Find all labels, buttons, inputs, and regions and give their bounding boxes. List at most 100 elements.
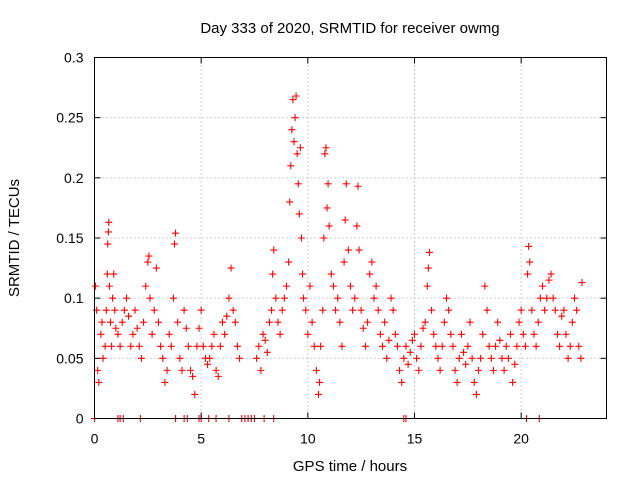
data-point: [118, 318, 126, 326]
data-point: [470, 378, 478, 386]
data-point: [145, 252, 153, 260]
data-point: [411, 330, 418, 338]
data-point: [104, 240, 112, 248]
data-point: [253, 354, 261, 362]
data-point: [268, 306, 276, 314]
data-point: [338, 342, 346, 350]
data-point: [353, 222, 361, 230]
data-point: [423, 282, 431, 290]
data-point: [165, 330, 173, 338]
data-point: [492, 342, 500, 350]
data-point: [355, 246, 363, 254]
data-point: [451, 366, 459, 374]
data-point: [294, 180, 302, 188]
data-point: [174, 318, 182, 326]
data-point: [131, 306, 139, 314]
data-point: [155, 318, 162, 326]
y-tick-label: 0.25: [56, 110, 83, 126]
data-point: [334, 294, 342, 302]
data-point: [127, 342, 135, 350]
data-point: [229, 306, 237, 314]
data-point: [381, 318, 389, 326]
data-point: [206, 354, 214, 362]
data-point: [507, 330, 514, 338]
data-point: [263, 348, 271, 356]
data-point: [344, 246, 352, 254]
data-point: [304, 330, 312, 338]
data-point: [95, 378, 103, 386]
data-point: [453, 378, 461, 386]
data-point: [374, 306, 382, 314]
data-point: [564, 354, 572, 362]
data-point: [361, 342, 369, 350]
data-point: [180, 306, 188, 314]
data-point: [487, 354, 495, 362]
data-point: [172, 229, 180, 237]
data-point: [383, 354, 391, 362]
data-point: [519, 330, 527, 338]
data-point: [144, 258, 152, 266]
data-point: [120, 306, 128, 314]
data-point: [408, 336, 416, 344]
data-point: [322, 144, 330, 152]
data-point: [104, 228, 112, 236]
data-point: [116, 342, 124, 350]
y-axis-title: SRMTID / TECUs: [6, 179, 23, 297]
data-point: [368, 258, 376, 266]
data-point: [327, 270, 335, 278]
data-point: [543, 294, 551, 302]
x-tick-label: 20: [513, 431, 529, 447]
data-point: [167, 342, 175, 350]
data-point: [300, 294, 308, 302]
data-point: [385, 336, 393, 344]
data-point: [341, 216, 349, 224]
data-point: [425, 248, 433, 256]
data-point: [320, 234, 328, 242]
data-point: [212, 366, 220, 374]
data-point: [545, 276, 553, 284]
data-point: [534, 318, 542, 326]
data-point: [440, 318, 448, 326]
data-point: [184, 342, 192, 350]
data-point: [135, 342, 143, 350]
x-tick-label: 15: [407, 431, 423, 447]
data-point: [163, 366, 171, 374]
data-point: [97, 330, 105, 338]
data-point: [193, 342, 201, 350]
data-point: [475, 366, 482, 374]
data-point: [389, 306, 397, 314]
data-point: [402, 342, 410, 350]
data-point: [517, 306, 525, 314]
data-point: [342, 180, 350, 188]
data-point: [498, 354, 506, 362]
data-point: [269, 270, 277, 278]
data-point: [547, 270, 555, 278]
data-point: [280, 294, 288, 302]
data-point: [110, 270, 118, 278]
data-points: [91, 92, 586, 422]
data-point: [114, 330, 122, 338]
data-point: [575, 342, 583, 350]
data-point: [445, 306, 453, 314]
data-point: [364, 318, 372, 326]
data-point: [400, 354, 408, 362]
data-point: [204, 360, 212, 368]
data-point: [274, 318, 282, 326]
data-point: [494, 318, 502, 326]
data-point: [391, 330, 399, 338]
data-point: [483, 306, 491, 314]
data-point: [549, 294, 557, 302]
data-point: [210, 330, 218, 338]
data-point: [449, 342, 457, 350]
data-point: [302, 306, 310, 314]
data-point: [291, 114, 299, 122]
data-point: [577, 354, 585, 362]
data-point: [457, 330, 465, 338]
data-point: [195, 324, 203, 332]
data-point: [293, 150, 301, 158]
data-point: [366, 270, 374, 278]
data-point: [530, 330, 538, 338]
data-point: [447, 330, 455, 338]
data-point: [387, 294, 395, 302]
data-point: [324, 180, 332, 188]
